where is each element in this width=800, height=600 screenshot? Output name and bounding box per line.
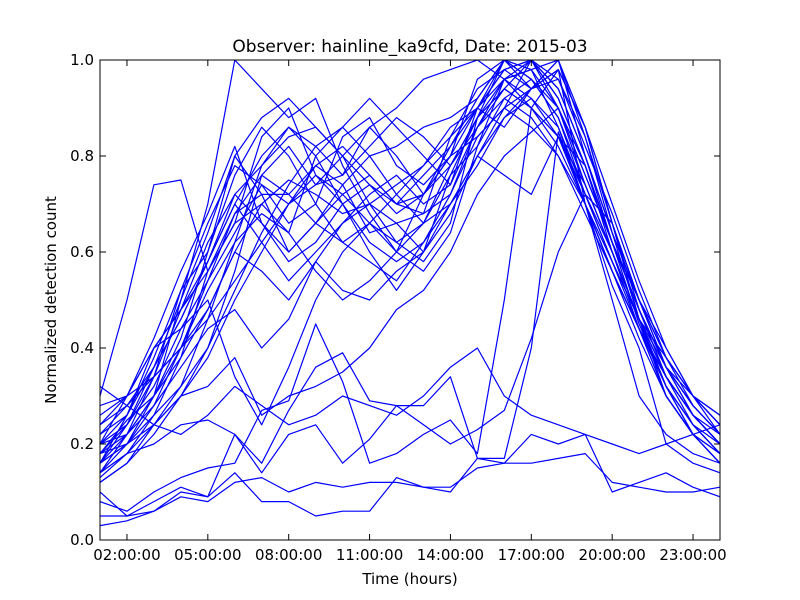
y-tick-label-3: 0.6 <box>70 243 94 261</box>
y-tick-label-0: 0.0 <box>70 531 94 549</box>
y-tick-label-1: 0.2 <box>70 435 94 453</box>
x-tick-label-1: 05:00:00 <box>174 546 241 564</box>
series-line-3 <box>100 68 720 512</box>
series-line-2 <box>100 433 720 517</box>
tick-layer: 02:00:00 05:00:00 08:00:00 11:00:00 14:00:00… <box>70 51 727 564</box>
x-axis-label: Time (hours) <box>361 570 457 588</box>
series-line-1 <box>100 453 720 527</box>
x-tick-label-0: 02:00:00 <box>93 546 160 564</box>
series-line-32 <box>100 347 720 455</box>
series-line-29 <box>100 68 720 474</box>
series-line-31 <box>100 60 720 464</box>
chart-title: Observer: hainline_ka9cfd, Date: 2015-03 <box>232 37 587 57</box>
y-tick-label-2: 0.4 <box>70 339 94 357</box>
series-line-28 <box>100 60 720 435</box>
x-tick-label-7: 23:00:00 <box>659 546 726 564</box>
x-tick-label-2: 08:00:00 <box>255 546 322 564</box>
y-axis-label: Normalized detection count <box>42 196 60 404</box>
series-line-20 <box>100 68 720 474</box>
plot-frame <box>99 59 721 541</box>
x-tick-label-6: 20:00:00 <box>578 546 645 564</box>
series-layer <box>100 60 720 527</box>
x-tick-label-5: 17:00:00 <box>498 546 565 564</box>
series-line-30 <box>100 88 720 445</box>
x-tick-label-3: 11:00:00 <box>336 546 403 564</box>
y-tick-label-5: 1.0 <box>70 51 94 69</box>
series-line-19 <box>100 60 720 455</box>
x-tick-label-4: 14:00:00 <box>417 546 484 564</box>
y-tick-label-4: 0.8 <box>70 147 94 165</box>
